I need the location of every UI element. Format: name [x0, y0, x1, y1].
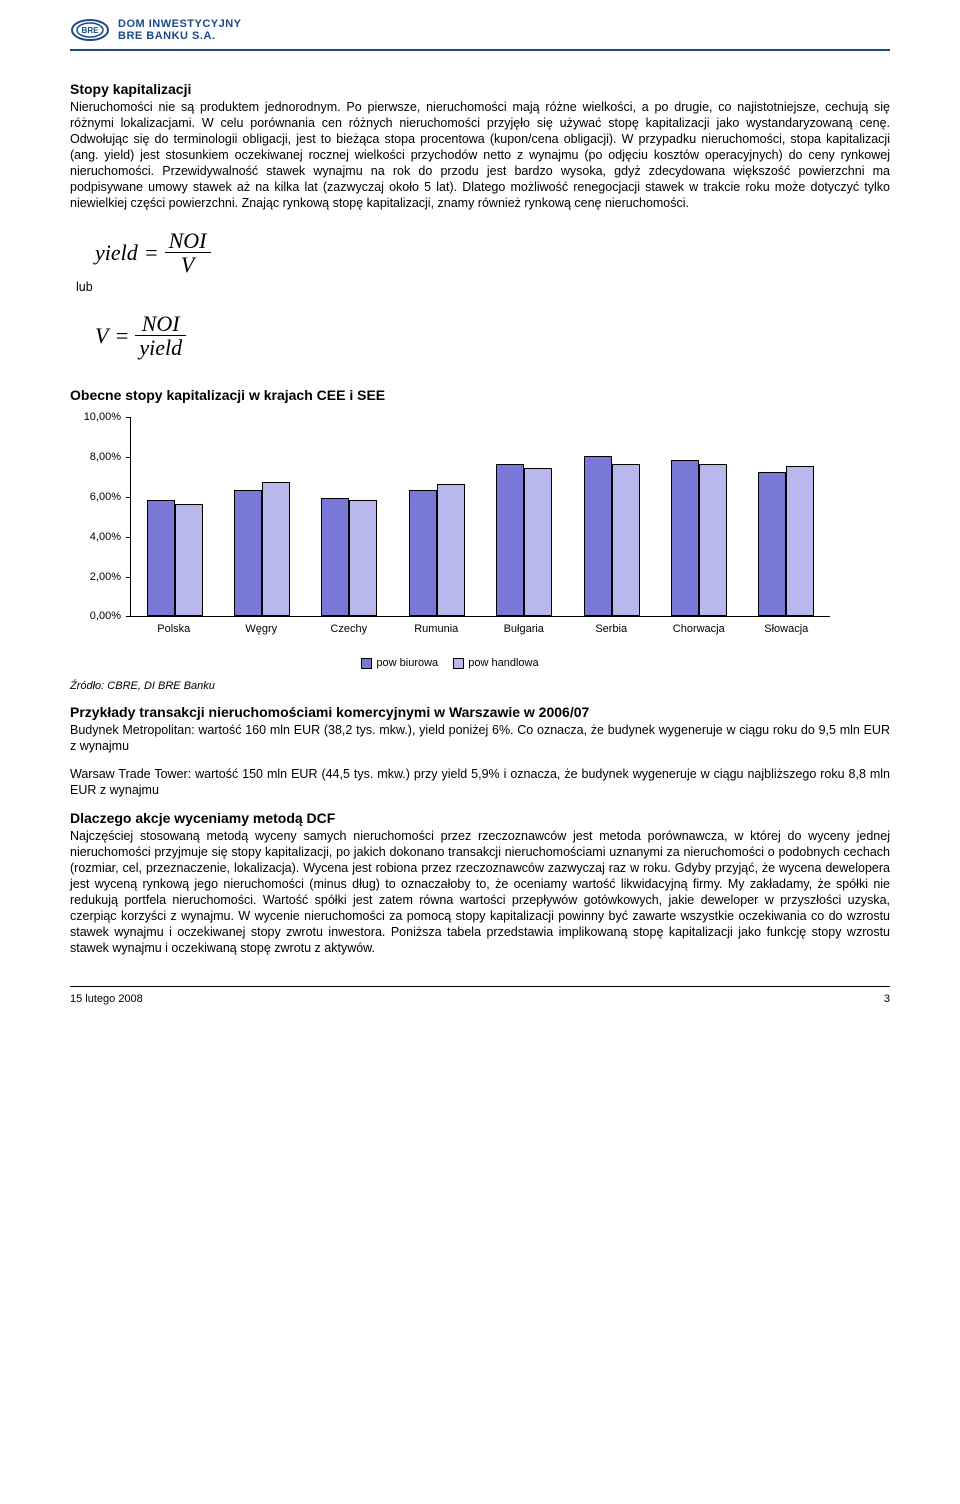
page-footer: 15 lutego 2008 3 [70, 986, 890, 1005]
formula-1: yield = NOI V [95, 229, 890, 276]
bar-chart: 10,00%8,00%6,00%4,00%2,00%0,00% PolskaWę… [70, 417, 830, 672]
legend-swatch-retail [453, 658, 464, 669]
bre-logo-icon: BRE [70, 15, 110, 45]
x-axis-label: Chorwacja [664, 623, 734, 635]
x-axis-label: Bułgaria [489, 623, 559, 635]
logo-line-2: BRE BANKU S.A. [118, 30, 242, 42]
logo-text: DOM INWESTYCYJNY BRE BANKU S.A. [118, 18, 242, 42]
bar-group [751, 466, 821, 616]
legend-office: pow biurowa [361, 657, 438, 669]
bar-office [147, 500, 175, 616]
chart-source: Źródło: CBRE, DI BRE Banku [70, 680, 890, 692]
formula1-lhs: yield [95, 240, 138, 266]
section2-p2: Warsaw Trade Tower: wartość 150 mln EUR … [70, 766, 890, 798]
bar-group [140, 500, 210, 616]
bar-retail [524, 468, 552, 616]
bar-retail [262, 482, 290, 616]
equals-sign: = [144, 240, 159, 266]
y-axis-label: 6,00% [90, 491, 121, 503]
equals-sign-2: = [114, 323, 129, 349]
header-bar: BRE DOM INWESTYCYJNY BRE BANKU S.A. [70, 15, 890, 51]
legend-label-retail: pow handlowa [468, 657, 538, 669]
logo-line-1: DOM INWESTYCYJNY [118, 18, 242, 30]
bar-retail [612, 464, 640, 616]
bar-group [314, 498, 384, 616]
bar-office [496, 464, 524, 616]
bar-group [577, 456, 647, 616]
bar-retail [437, 484, 465, 616]
bar-group [489, 464, 559, 616]
x-axis-label: Serbia [576, 623, 646, 635]
x-axis-label: Czechy [314, 623, 384, 635]
formula1-den: V [165, 253, 211, 276]
footer-page: 3 [884, 993, 890, 1005]
bar-office [409, 490, 437, 616]
formula2-lhs: V [95, 323, 108, 349]
bar-retail [175, 504, 203, 616]
legend-swatch-office [361, 658, 372, 669]
bar-retail [349, 500, 377, 616]
bar-office [671, 460, 699, 616]
bar-group [227, 482, 297, 616]
formula2-num: NOI [135, 312, 186, 336]
section2-p1: Budynek Metropolitan: wartość 160 mln EU… [70, 722, 890, 754]
bar-group [664, 460, 734, 616]
bar-office [758, 472, 786, 616]
bar-retail [786, 466, 814, 616]
lub-label: lub [76, 280, 890, 294]
bar-office [234, 490, 262, 616]
x-axis-label: Rumunia [401, 623, 471, 635]
bar-retail [699, 464, 727, 616]
y-axis-label: 8,00% [90, 451, 121, 463]
legend-retail: pow handlowa [453, 657, 538, 669]
bar-office [584, 456, 612, 616]
svg-text:BRE: BRE [82, 26, 100, 35]
x-axis-label: Słowacja [751, 623, 821, 635]
x-axis-label: Węgry [226, 623, 296, 635]
footer-date: 15 lutego 2008 [70, 993, 143, 1005]
y-axis-label: 10,00% [84, 411, 121, 423]
formula2-frac: NOI yield [135, 312, 186, 359]
formula2-den: yield [135, 336, 186, 359]
y-axis-label: 0,00% [90, 610, 121, 622]
chart-legend: pow biurowa pow handlowa [70, 657, 830, 672]
bar-group [402, 484, 472, 616]
formula-2: V = NOI yield [95, 312, 890, 359]
chart-title: Obecne stopy kapitalizacji w krajach CEE… [70, 387, 890, 403]
legend-label-office: pow biurowa [376, 657, 438, 669]
section1-title: Stopy kapitalizacji [70, 81, 890, 97]
y-axis-label: 2,00% [90, 571, 121, 583]
section2-title: Przykłady transakcji nieruchomościami ko… [70, 704, 890, 720]
y-axis-label: 4,00% [90, 531, 121, 543]
bar-office [321, 498, 349, 616]
formula1-num: NOI [165, 229, 211, 253]
section3-title: Dlaczego akcje wyceniamy metodą DCF [70, 810, 890, 826]
x-axis-label: Polska [139, 623, 209, 635]
section1-text: Nieruchomości nie są produktem jednorodn… [70, 99, 890, 211]
section3-text: Najczęściej stosowaną metodą wyceny samy… [70, 828, 890, 956]
formula1-frac: NOI V [165, 229, 211, 276]
